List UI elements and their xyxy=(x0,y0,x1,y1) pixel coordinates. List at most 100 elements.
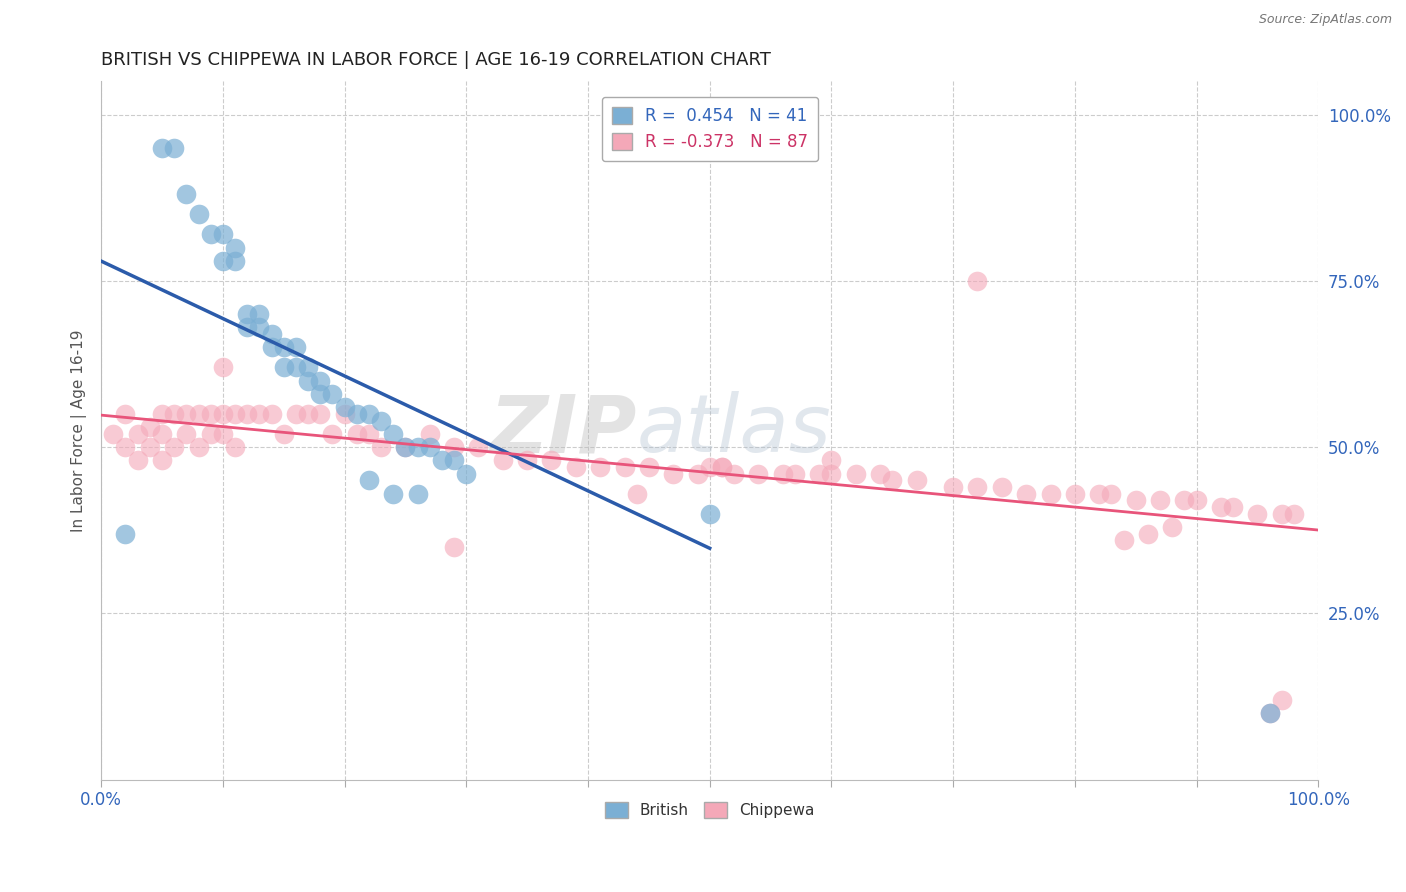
Point xyxy=(443,453,465,467)
Point xyxy=(260,326,283,341)
Point xyxy=(284,407,307,421)
Point xyxy=(406,440,429,454)
Point xyxy=(1246,507,1268,521)
Text: ZIP: ZIP xyxy=(489,392,637,469)
Point xyxy=(357,407,380,421)
Point xyxy=(114,440,136,454)
Point xyxy=(710,460,733,475)
Point xyxy=(783,467,806,481)
Text: atlas: atlas xyxy=(637,392,831,469)
Point xyxy=(966,480,988,494)
Point xyxy=(869,467,891,481)
Point xyxy=(224,407,246,421)
Point xyxy=(516,453,538,467)
Point xyxy=(200,227,222,242)
Point xyxy=(1271,693,1294,707)
Point xyxy=(247,320,270,334)
Point xyxy=(284,340,307,354)
Point xyxy=(467,440,489,454)
Point xyxy=(430,453,453,467)
Point xyxy=(1015,486,1038,500)
Point xyxy=(333,401,356,415)
Point xyxy=(357,426,380,441)
Point xyxy=(273,426,295,441)
Point xyxy=(284,360,307,375)
Point xyxy=(103,426,125,441)
Point xyxy=(346,426,368,441)
Y-axis label: In Labor Force | Age 16-19: In Labor Force | Age 16-19 xyxy=(72,329,87,532)
Point xyxy=(176,426,198,441)
Point xyxy=(139,440,162,454)
Point xyxy=(150,426,173,441)
Point xyxy=(1258,706,1281,720)
Point xyxy=(723,467,745,481)
Point xyxy=(127,426,149,441)
Point xyxy=(309,374,332,388)
Point xyxy=(456,467,478,481)
Point xyxy=(845,467,868,481)
Point xyxy=(419,426,441,441)
Point xyxy=(966,274,988,288)
Point xyxy=(492,453,515,467)
Point xyxy=(820,453,842,467)
Point xyxy=(1088,486,1111,500)
Point xyxy=(942,480,965,494)
Point xyxy=(211,360,233,375)
Point xyxy=(236,307,259,321)
Point xyxy=(394,440,416,454)
Point xyxy=(187,440,209,454)
Point xyxy=(1209,500,1232,514)
Point xyxy=(1136,526,1159,541)
Point xyxy=(150,453,173,467)
Point xyxy=(309,407,332,421)
Point xyxy=(236,320,259,334)
Point xyxy=(443,540,465,554)
Point xyxy=(1149,493,1171,508)
Point xyxy=(710,460,733,475)
Point xyxy=(127,453,149,467)
Text: BRITISH VS CHIPPEWA IN LABOR FORCE | AGE 16-19 CORRELATION CHART: BRITISH VS CHIPPEWA IN LABOR FORCE | AGE… xyxy=(101,51,770,69)
Point xyxy=(1099,486,1122,500)
Point xyxy=(419,440,441,454)
Point xyxy=(297,374,319,388)
Point xyxy=(163,141,186,155)
Point xyxy=(187,407,209,421)
Point xyxy=(333,407,356,421)
Point xyxy=(370,440,392,454)
Legend: British, Chippewa: British, Chippewa xyxy=(599,797,821,824)
Point xyxy=(613,460,636,475)
Point xyxy=(1258,706,1281,720)
Point xyxy=(163,440,186,454)
Point xyxy=(346,407,368,421)
Point xyxy=(1282,507,1305,521)
Point xyxy=(211,253,233,268)
Point xyxy=(260,340,283,354)
Point xyxy=(637,460,659,475)
Point xyxy=(686,467,709,481)
Point xyxy=(1271,507,1294,521)
Point xyxy=(211,227,233,242)
Point xyxy=(247,407,270,421)
Point xyxy=(176,187,198,202)
Point xyxy=(297,407,319,421)
Point xyxy=(114,526,136,541)
Point xyxy=(370,413,392,427)
Point xyxy=(626,486,648,500)
Point xyxy=(176,407,198,421)
Point xyxy=(406,486,429,500)
Point xyxy=(382,426,405,441)
Point xyxy=(772,467,794,481)
Point xyxy=(163,407,186,421)
Point xyxy=(905,474,928,488)
Text: Source: ZipAtlas.com: Source: ZipAtlas.com xyxy=(1258,13,1392,27)
Point xyxy=(260,407,283,421)
Point xyxy=(1173,493,1195,508)
Point xyxy=(150,407,173,421)
Point xyxy=(991,480,1014,494)
Point xyxy=(297,360,319,375)
Point xyxy=(699,507,721,521)
Point xyxy=(394,440,416,454)
Point xyxy=(273,340,295,354)
Point xyxy=(211,426,233,441)
Point xyxy=(211,407,233,421)
